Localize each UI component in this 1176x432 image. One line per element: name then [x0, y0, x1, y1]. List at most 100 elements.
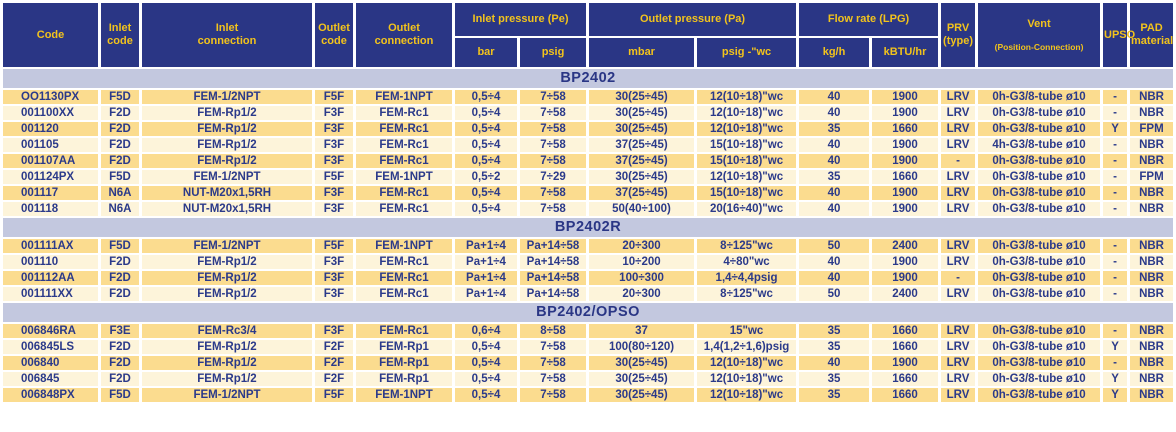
cell-outlet-code: F3F [315, 121, 353, 136]
col-header-mbar: mbar [589, 37, 695, 67]
cell-inlet-code: N6A [101, 201, 139, 216]
cell-psig-wc: 4÷80"wc [697, 254, 797, 269]
cell-prv: LRV [941, 201, 976, 216]
cell-upso: - [1103, 185, 1128, 200]
cell-prv: - [941, 153, 976, 168]
cell-outlet-code: F3F [315, 323, 353, 338]
cell-outlet-connection: FEM-Rp1 [356, 355, 452, 370]
cell-mbar: 30(25÷45) [589, 121, 695, 136]
table-row: OO1130PX F5D FEM-1/2NPT F5F FEM-1NPT 0,5÷4 7÷5… [3, 89, 1174, 104]
cell-inlet-connection: FEM-1/2NPT [142, 89, 312, 104]
section-band-row: BP2402/OPSO [3, 302, 1174, 322]
cell-outlet-connection: FEM-Rc1 [356, 121, 452, 136]
cell-code: 001117 [3, 185, 98, 200]
cell-psig: 8÷58 [520, 323, 587, 338]
cell-prv: LRV [941, 185, 976, 200]
cell-kbtu-hr: 1660 [872, 339, 939, 354]
cell-pad: FPM [1130, 169, 1174, 184]
cell-vent: 0h-G3/8-tube ø10 [978, 339, 1101, 354]
cell-pad: NBR [1130, 254, 1174, 269]
cell-code: 006846RA [3, 323, 98, 338]
cell-kbtu-hr: 1900 [872, 137, 939, 152]
cell-pad: NBR [1130, 339, 1174, 354]
cell-inlet-code: F2D [101, 286, 139, 301]
cell-code: 001112AA [3, 270, 98, 285]
cell-outlet-connection: FEM-Rc1 [356, 105, 452, 120]
cell-inlet-connection: FEM-Rp1/2 [142, 254, 312, 269]
cell-kg-h: 40 [799, 185, 870, 200]
cell-upso: - [1103, 238, 1128, 253]
cell-psig-wc: 8÷125"wc [697, 238, 797, 253]
cell-prv: - [941, 270, 976, 285]
col-header-outlet-code: Outlet code [315, 3, 353, 67]
cell-kbtu-hr: 1900 [872, 89, 939, 104]
cell-code: 001118 [3, 201, 98, 216]
cell-mbar: 30(25÷45) [589, 371, 695, 386]
cell-kg-h: 40 [799, 137, 870, 152]
cell-inlet-connection: FEM-Rp1/2 [142, 121, 312, 136]
cell-inlet-code: F2D [101, 270, 139, 285]
cell-kbtu-hr: 1900 [872, 355, 939, 370]
col-group-inlet-pressure: Inlet pressure (Pe) [455, 3, 587, 36]
cell-vent: 0h-G3/8-tube ø10 [978, 105, 1101, 120]
cell-psig-wc: 12(10÷18)"wc [697, 121, 797, 136]
cell-kbtu-hr: 1900 [872, 254, 939, 269]
cell-kg-h: 35 [799, 387, 870, 402]
cell-pad: FPM [1130, 121, 1174, 136]
cell-pad: NBR [1130, 355, 1174, 370]
cell-inlet-connection: FEM-Rp1/2 [142, 339, 312, 354]
cell-inlet-code: F5D [101, 387, 139, 402]
cell-bar: 0,5÷4 [455, 137, 517, 152]
cell-psig-wc: 12(10÷18)"wc [697, 371, 797, 386]
cell-kg-h: 40 [799, 254, 870, 269]
table-row: 001110 F2D FEM-Rp1/2 F3F FEM-Rc1 Pa+1÷4 Pa+14÷… [3, 254, 1174, 269]
cell-inlet-code: F5D [101, 89, 139, 104]
cell-vent: 0h-G3/8-tube ø10 [978, 355, 1101, 370]
cell-psig: Pa+14÷58 [520, 254, 587, 269]
cell-upso: Y [1103, 121, 1128, 136]
cell-mbar: 100÷300 [589, 270, 695, 285]
cell-pad: NBR [1130, 323, 1174, 338]
cell-kg-h: 40 [799, 201, 870, 216]
cell-vent: 4h-G3/8-tube ø10 [978, 137, 1101, 152]
cell-kg-h: 35 [799, 371, 870, 386]
cell-inlet-code: F3E [101, 323, 139, 338]
cell-psig: 7÷58 [520, 339, 587, 354]
col-header-outlet-connection: Outlet connection [356, 3, 452, 67]
cell-bar: 0,5÷4 [455, 185, 517, 200]
cell-bar: 0,5÷4 [455, 153, 517, 168]
table-header: Code Inlet code Inlet connection Outlet … [3, 3, 1173, 67]
cell-outlet-connection: FEM-Rc1 [356, 286, 452, 301]
cell-vent: 0h-G3/8-tube ø10 [978, 185, 1101, 200]
cell-kg-h: 40 [799, 355, 870, 370]
cell-bar: 0,5÷4 [455, 121, 517, 136]
cell-bar: Pa+1÷4 [455, 254, 517, 269]
cell-mbar: 30(25÷45) [589, 387, 695, 402]
cell-prv: LRV [941, 89, 976, 104]
cell-inlet-code: F2D [101, 254, 139, 269]
cell-outlet-code: F5F [315, 387, 353, 402]
cell-kbtu-hr: 1660 [872, 323, 939, 338]
cell-kg-h: 40 [799, 89, 870, 104]
cell-outlet-code: F3F [315, 137, 353, 152]
cell-mbar: 37(25÷45) [589, 185, 695, 200]
cell-kbtu-hr: 2400 [872, 286, 939, 301]
cell-mbar: 20÷300 [589, 238, 695, 253]
cell-outlet-code: F3F [315, 153, 353, 168]
section-band-row: BP2402R [3, 217, 1174, 237]
cell-psig: 7÷58 [520, 121, 587, 136]
cell-upso: - [1103, 270, 1128, 285]
cell-outlet-connection: FEM-Rc1 [356, 323, 452, 338]
table-row: 001117 N6A NUT-M20x1,5RH F3F FEM-Rc1 0,5÷4 7÷5… [3, 185, 1174, 200]
cell-upso: - [1103, 105, 1128, 120]
cell-upso: - [1103, 153, 1128, 168]
cell-outlet-code: F5F [315, 169, 353, 184]
cell-kbtu-hr: 1900 [872, 153, 939, 168]
cell-vent: 0h-G3/8-tube ø10 [978, 286, 1101, 301]
section-band-row: BP2402 [3, 68, 1174, 88]
cell-vent: 0h-G3/8-tube ø10 [978, 387, 1101, 402]
col-header-psig-wc: psig -"wc [697, 37, 797, 67]
cell-inlet-connection: NUT-M20x1,5RH [142, 185, 312, 200]
cell-inlet-code: F2D [101, 355, 139, 370]
